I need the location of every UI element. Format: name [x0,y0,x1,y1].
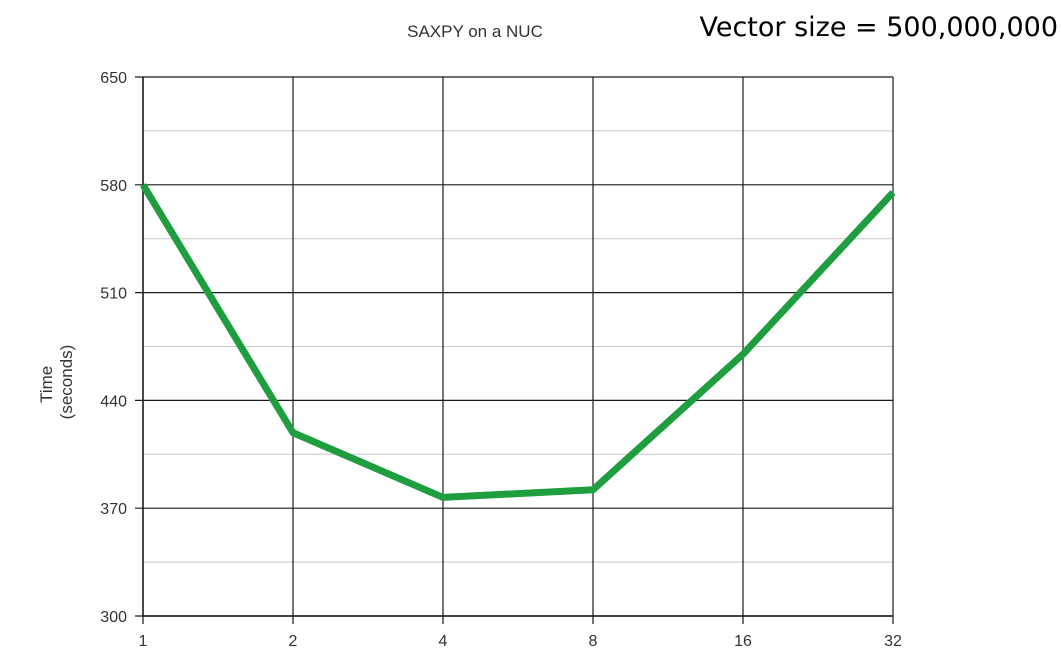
series-line [140,182,896,501]
x-tick-label: 4 [439,633,448,650]
tick-labels: 300 370 440 510 580 650 1 2 4 8 16 32 [100,70,902,650]
y-tick-label: 370 [100,501,127,518]
axes [142,77,893,617]
minor-gridlines [143,130,893,563]
chart-title: SAXPY on a NUC [407,22,543,41]
major-gridlines [135,76,894,624]
y-axis-label-line-1: Time [37,366,56,403]
y-tick-label: 510 [100,286,127,303]
x-tick-label: 16 [734,633,752,650]
x-tick-label: 1 [139,633,148,650]
y-tick-label: 440 [100,393,127,410]
y-tick-label: 300 [100,609,127,626]
y-axis-label: Time (seconds) [37,345,76,420]
x-tick-label: 2 [289,633,298,650]
vector-size-annotation: Vector size = 500,000,000 [699,12,1058,43]
x-tick-label: 8 [589,633,598,650]
y-tick-label: 650 [100,70,127,87]
series-layer [140,182,896,501]
x-tick-label: 32 [884,633,902,650]
y-axis-label-line-2: (seconds) [57,345,76,420]
y-tick-label: 580 [100,178,127,195]
